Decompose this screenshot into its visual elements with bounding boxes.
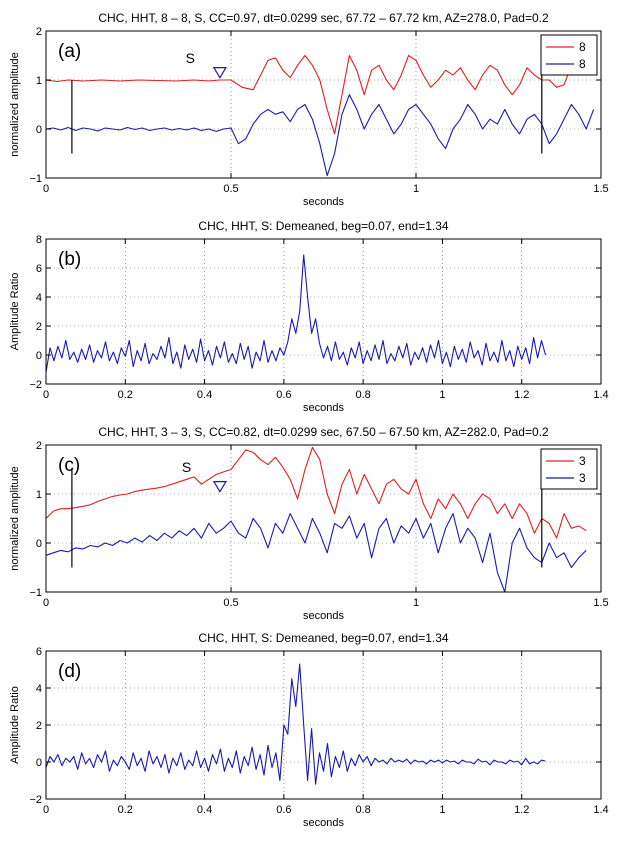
y-tick-label: 2 — [36, 720, 42, 732]
y-axis-label: Amplitude Ratio — [9, 686, 21, 764]
x-tick-label: 0.5 — [223, 597, 238, 609]
y-tick-label: 2 — [36, 440, 42, 452]
phase-marker-triangle — [212, 67, 227, 79]
series-line-1 — [45, 446, 587, 539]
axes-frame — [45, 444, 602, 593]
x-tick-label: 0.8 — [355, 804, 370, 816]
x-tick-label: 1.5 — [593, 183, 608, 195]
x-tick-label: 0.2 — [118, 804, 133, 816]
y-axis-label: normalized amplitude — [9, 52, 21, 157]
phase-label: S — [186, 50, 195, 66]
x-tick-label: 1.4 — [593, 804, 608, 816]
legend-box — [540, 448, 598, 490]
y-tick-label: 6 — [36, 263, 42, 275]
x-tick-label: 1 — [413, 183, 419, 195]
panel-label: (b) — [58, 249, 81, 270]
panel-label: (d) — [58, 661, 81, 682]
x-tick-label: 1.5 — [593, 597, 608, 609]
panel-title: CHC, HHT, 8 – 8, S, CC=0.97, dt=0.0299 s… — [98, 11, 549, 25]
y-tick-label: 1 — [36, 75, 42, 87]
y-tick-label: 8 — [36, 234, 42, 246]
x-tick-label: 0.4 — [197, 804, 212, 816]
series-line-2 — [45, 513, 587, 593]
x-axis-label: seconds — [303, 817, 344, 829]
y-tick-label: 0 — [36, 350, 42, 362]
y-tick-label: −1 — [29, 173, 42, 185]
legend: 88 — [540, 34, 598, 76]
series-line-1 — [45, 663, 546, 785]
series-line-1 — [45, 54, 594, 135]
y-tick-label: 0 — [36, 538, 42, 550]
x-axis-label: seconds — [303, 610, 344, 622]
x-tick-label: 0.6 — [276, 389, 291, 401]
axes-frame — [45, 650, 602, 800]
panel-title: CHC, HHT, 3 – 3, S, CC=0.82, dt=0.0299 s… — [98, 425, 549, 439]
x-tick-label: 0.4 — [197, 389, 212, 401]
x-tick-label: 0.2 — [118, 389, 133, 401]
panel-label: (a) — [58, 41, 81, 62]
legend-box — [540, 34, 598, 76]
y-tick-label: 0 — [36, 757, 42, 769]
panel-label: (c) — [58, 455, 80, 476]
legend-entry-1: 8 — [579, 40, 586, 54]
axes-frame — [45, 238, 602, 385]
phase-marker-triangle — [212, 481, 227, 493]
y-tick-label: 0 — [36, 124, 42, 136]
legend-entry-2: 8 — [579, 57, 586, 71]
legend-entry-1: 3 — [579, 454, 586, 468]
y-tick-label: −1 — [29, 587, 42, 599]
x-tick-label: 1 — [439, 804, 445, 816]
x-tick-label: 0 — [43, 389, 49, 401]
x-tick-label: 1.2 — [514, 804, 529, 816]
axes-frame — [45, 30, 602, 179]
y-tick-label: −2 — [29, 379, 42, 391]
x-tick-label: 1 — [439, 389, 445, 401]
x-tick-label: 0 — [43, 183, 49, 195]
x-axis-label: seconds — [303, 196, 344, 208]
x-tick-label: 0 — [43, 597, 49, 609]
legend: 33 — [540, 448, 598, 490]
y-tick-label: 2 — [36, 26, 42, 38]
y-tick-label: 4 — [36, 683, 42, 695]
x-tick-label: 0 — [43, 804, 49, 816]
y-tick-label: 6 — [36, 646, 42, 658]
x-tick-label: 1.2 — [514, 389, 529, 401]
y-axis-label: Amplitude Ratio — [9, 273, 21, 351]
x-tick-label: 1.4 — [593, 389, 608, 401]
series-line-1 — [45, 254, 547, 373]
y-tick-label: 1 — [36, 489, 42, 501]
y-tick-label: 4 — [36, 292, 42, 304]
panel-title: CHC, HHT, S: Demeaned, beg=0.07, end=1.3… — [198, 219, 448, 233]
x-tick-label: 1 — [413, 597, 419, 609]
x-tick-label: 0.5 — [223, 183, 238, 195]
series-line-2 — [45, 94, 595, 177]
x-axis-label: seconds — [303, 402, 344, 414]
y-tick-label: 2 — [36, 321, 42, 333]
x-tick-label: 0.8 — [355, 389, 370, 401]
y-axis-label: normalized amplitude — [9, 466, 21, 571]
panel-title: CHC, HHT, S: Demeaned, beg=0.07, end=1.3… — [198, 631, 448, 645]
y-tick-label: −2 — [29, 794, 42, 806]
x-tick-label: 0.6 — [276, 804, 291, 816]
legend-entry-2: 3 — [579, 471, 586, 485]
phase-label: S — [182, 459, 191, 475]
